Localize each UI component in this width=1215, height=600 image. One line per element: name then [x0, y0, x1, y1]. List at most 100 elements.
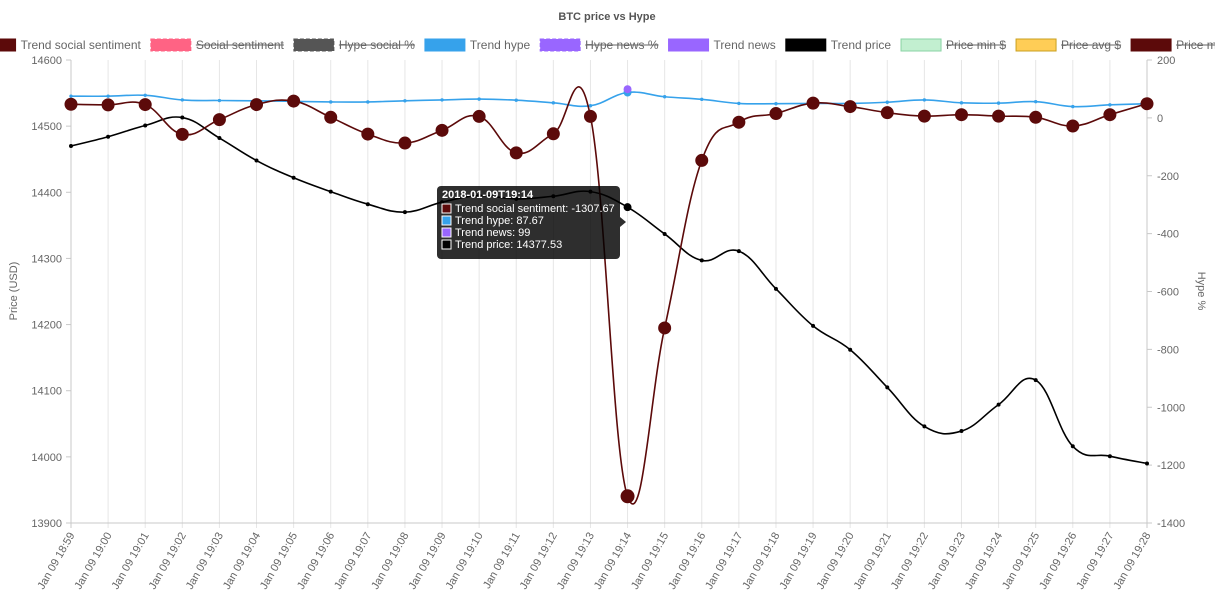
- x-tick-label: Jan 09 19:01: [110, 531, 152, 592]
- legend-item: Price max $: [1130, 38, 1215, 52]
- trend-social-sentiment-point: [843, 100, 857, 114]
- y-right-tick-label: -200: [1157, 171, 1179, 183]
- trend-hype-line: [70, 91, 1148, 108]
- trend-price-point: [1145, 461, 1149, 466]
- y-right-tick-label: -800: [1157, 344, 1179, 356]
- y-right-tick-label: -1400: [1157, 518, 1185, 530]
- trend-hype-point: [403, 99, 407, 103]
- trend-price-point: [662, 231, 667, 236]
- y-left-tick-label: 13900: [31, 518, 62, 530]
- trend-price-point: [143, 123, 148, 128]
- trend-hype-point: [477, 97, 481, 101]
- tooltip-swatch: [441, 215, 452, 226]
- trend-hype-point: [588, 104, 593, 108]
- legend-label: Trend news: [714, 38, 776, 52]
- trend-social-sentiment-point: [992, 109, 1006, 123]
- legend: Trend social sentiment Social sentiment Hy…: [0, 38, 1215, 52]
- y-left-tick-label: 14400: [31, 187, 62, 199]
- trend-social-sentiment-point: [806, 96, 820, 110]
- trend-social-sentiment-line: [70, 86, 1148, 505]
- trend-hype-point: [180, 98, 185, 102]
- trend-hype-point: [737, 101, 741, 106]
- x-tick-label: Jan 09 19:04: [221, 531, 263, 592]
- trend-price-point: [811, 323, 816, 328]
- tooltip-box: [437, 186, 620, 259]
- y-right-tick-label: -400: [1157, 229, 1179, 241]
- x-tick-label: Jan 09 19:13: [555, 531, 597, 592]
- trend-price-point: [291, 175, 296, 180]
- tooltip-swatch: [441, 203, 452, 214]
- trend-social-sentiment-point: [175, 127, 189, 141]
- trend-social-sentiment-point: [1029, 110, 1043, 124]
- x-tick-label: Jan 09 19:00: [72, 531, 114, 592]
- x-tick-label: Jan 09 19:19: [777, 531, 819, 592]
- trend-social-sentiment-point: [64, 97, 78, 111]
- series-layer: [64, 85, 1154, 505]
- trend-price-point: [1070, 444, 1075, 449]
- legend-swatch: [424, 38, 466, 52]
- y-left-tick-label: 14100: [31, 386, 62, 398]
- trend-hype-point: [440, 98, 444, 102]
- legend-item: Trend price: [785, 38, 891, 52]
- y-right-tick-label: -1000: [1157, 402, 1185, 414]
- trend-price-point: [1107, 454, 1112, 459]
- tooltip-swatch: [441, 227, 452, 238]
- trend-price-point: [254, 158, 259, 163]
- legend-label: Trend social sentiment: [21, 38, 142, 52]
- trend-price-point: [959, 429, 964, 434]
- y-axis-left-title: Price (USD): [8, 262, 20, 321]
- tooltip-line: Trend news: 99: [455, 227, 530, 239]
- trend-social-sentiment-point: [361, 127, 375, 141]
- trend-social-sentiment-point: [287, 94, 301, 108]
- trend-hype-point: [700, 97, 704, 102]
- tooltip: 2018-01-09T19:14 Trend social sentiment: …: [437, 186, 626, 259]
- trend-hype-point: [922, 98, 927, 102]
- trend-hype-point: [774, 101, 778, 106]
- trend-hype-point: [106, 94, 110, 98]
- x-tick-label: Jan 09 19:03: [184, 531, 226, 592]
- tooltip-caret: [620, 217, 626, 227]
- trend-price-point: [736, 249, 741, 254]
- trend-price-point: [699, 258, 704, 263]
- trend-price-point: [773, 286, 778, 291]
- x-tick-label: Jan 09 19:16: [666, 531, 708, 592]
- trend-social-sentiment-point: [398, 136, 412, 150]
- trend-social-sentiment-point: [101, 98, 115, 112]
- x-tick-label: Jan 09 19:21: [852, 531, 894, 592]
- x-tick-label: Jan 09 19:10: [444, 531, 486, 592]
- trend-price-point: [106, 134, 111, 139]
- trend-social-sentiment-point: [324, 110, 338, 124]
- trend-social-sentiment-point: [917, 109, 931, 123]
- trend-social-sentiment-point: [583, 109, 597, 123]
- trend-hype-point: [662, 95, 667, 99]
- y-axis-right-title: Hype %: [1195, 272, 1207, 311]
- legend-item: Trend social sentiment: [0, 38, 142, 52]
- legend-item: Social sentiment: [150, 38, 285, 52]
- trend-price-line: [70, 116, 1148, 465]
- x-tick-label: Jan 09 19:28: [1111, 531, 1153, 592]
- trend-price-point: [623, 203, 632, 212]
- trend-hype-point: [329, 100, 333, 104]
- x-tick-label: Jan 09 19:12: [518, 531, 560, 592]
- legend-item: Price min $: [900, 38, 1006, 52]
- y-left-tick-label: 14600: [31, 55, 62, 67]
- trend-hype-point: [996, 101, 1001, 105]
- x-tick-label: Jan 09 19:06: [295, 531, 337, 592]
- grid: [66, 60, 1152, 528]
- trend-hype-point: [551, 101, 556, 105]
- trend-social-sentiment-point: [250, 98, 264, 112]
- trend-price-point: [69, 143, 73, 148]
- trend-price-point: [180, 115, 185, 120]
- trend-hype-point: [69, 94, 73, 98]
- legend-swatch: [293, 38, 335, 52]
- trend-social-sentiment-point: [546, 127, 560, 141]
- legend-swatch: [150, 38, 192, 52]
- trend-price-point: [1033, 378, 1038, 383]
- y-left-tick-label: 14300: [31, 253, 62, 265]
- x-tick-label: Jan 09 19:20: [815, 531, 857, 592]
- axes: 14600 14500 14400 14300 14200 14100 14000 13900…: [31, 55, 1185, 592]
- x-tick-label: Jan 09 19:27: [1074, 531, 1116, 592]
- tooltip-line: Trend social sentiment: -1307.67: [455, 203, 615, 215]
- y-left-tick-label: 14200: [31, 320, 62, 332]
- legend-swatch: [668, 38, 710, 52]
